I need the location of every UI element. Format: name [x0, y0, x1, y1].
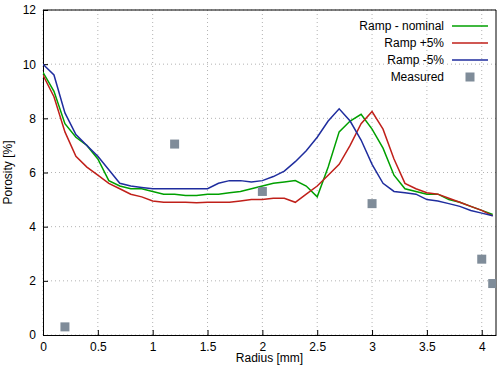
tick: 3.5	[419, 330, 436, 354]
axis-line	[44, 335, 497, 336]
tick-mark	[317, 330, 318, 335]
legend-label: Ramp -5%	[387, 53, 444, 67]
frame	[43, 10, 496, 11]
tick: 8	[29, 112, 48, 126]
data-point	[488, 279, 496, 288]
tick: 1	[150, 330, 157, 354]
tick: 1.5	[200, 330, 217, 354]
legend: Ramp - nominal Ramp +5% Ramp -5% Measured	[359, 19, 488, 84]
tick-label: 12	[23, 3, 37, 17]
grid-line	[317, 10, 318, 335]
data-area	[43, 64, 496, 331]
tick-mark	[43, 227, 48, 228]
tick: 2.5	[309, 330, 326, 354]
tick: 4	[479, 330, 486, 354]
legend-label: Ramp - nominal	[359, 19, 444, 33]
grid	[43, 10, 496, 335]
tick: 4	[29, 220, 48, 234]
tick-label: 0.5	[90, 340, 107, 354]
series-line	[43, 72, 493, 214]
legend-swatch	[452, 25, 488, 27]
grid-line	[481, 10, 482, 335]
y-axis: 0 2 4 6 8 10 12	[23, 3, 48, 342]
tick-label: 8	[29, 112, 36, 126]
tick-mark	[153, 330, 154, 335]
data-point	[170, 140, 179, 149]
tick-mark	[482, 330, 483, 335]
grid-line	[43, 280, 496, 281]
tick: 2	[29, 274, 48, 288]
grid-line	[43, 118, 496, 119]
grid-line	[43, 226, 496, 227]
tick-mark	[43, 173, 48, 174]
tick: 0	[29, 328, 48, 342]
tick: 6	[29, 166, 48, 180]
legend-label: Ramp +5%	[384, 36, 444, 50]
tick-label: 4	[479, 340, 486, 354]
tick-mark	[43, 335, 48, 336]
data-point	[60, 322, 69, 331]
tick-label: 4	[29, 220, 36, 234]
legend-label: Measured	[391, 70, 444, 84]
x-axis-title: Radius [mm]	[236, 351, 303, 365]
tick-mark	[427, 330, 428, 335]
series-line	[43, 64, 493, 216]
legend-swatch	[466, 73, 475, 82]
data-point	[477, 255, 486, 264]
legend-swatch	[452, 42, 488, 44]
grid-line	[152, 10, 153, 335]
tick-label: 3	[369, 340, 376, 354]
data-point	[368, 199, 377, 208]
tick-mark	[43, 118, 48, 119]
tick-mark	[372, 330, 373, 335]
x-axis: 0 0.5 1 1.5 2 2.5 3 3.5 4	[40, 330, 496, 354]
grid-line	[262, 10, 263, 335]
tick-label: 0	[40, 340, 47, 354]
tick: 3	[369, 330, 376, 354]
tick-label: 1.5	[200, 340, 217, 354]
data-point	[258, 187, 267, 196]
chart: 0 0.5 1 1.5 2 2.5 3 3.5 4 0 2 4 6 8 10 12 Ramp - nominal…	[0, 0, 500, 365]
tick-mark	[43, 281, 48, 282]
tick-label: 2	[29, 274, 36, 288]
tick-label: 1	[150, 340, 157, 354]
grid-line	[43, 335, 496, 336]
tick: 0.5	[90, 330, 107, 354]
plot: 0 0.5 1 1.5 2 2.5 3 3.5 4 0 2 4 6 8 10 12 Ramp - nominal…	[23, 3, 498, 353]
series-line	[43, 75, 493, 216]
tick-mark	[208, 330, 209, 335]
tick-label: 2.5	[309, 340, 326, 354]
tick-label: 0	[29, 328, 36, 342]
tick-label: 6	[29, 166, 36, 180]
y-axis-title: Porosity [%]	[1, 140, 15, 204]
tick-mark	[98, 330, 99, 335]
tick-label: 10	[23, 58, 37, 72]
grid-line	[43, 10, 496, 11]
tick-label: 3.5	[419, 340, 436, 354]
tick-mark	[262, 330, 263, 335]
tick: 2	[260, 330, 267, 354]
grid-line	[97, 10, 98, 335]
legend-swatch	[452, 59, 488, 61]
